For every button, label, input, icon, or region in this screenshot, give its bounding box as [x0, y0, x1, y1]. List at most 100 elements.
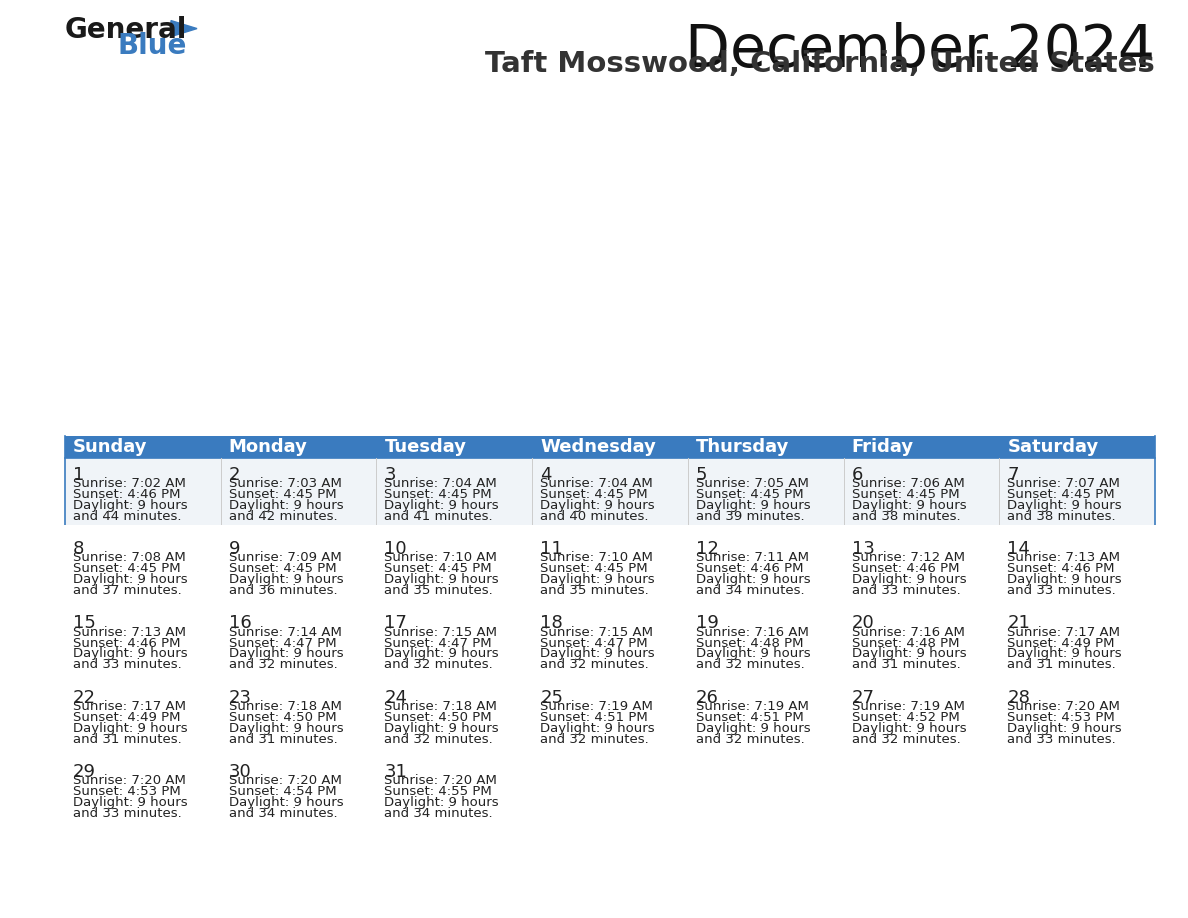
Text: and 31 minutes.: and 31 minutes.: [72, 733, 182, 745]
Text: Tuesday: Tuesday: [385, 438, 467, 456]
Text: Sunrise: 7:08 AM: Sunrise: 7:08 AM: [72, 552, 185, 565]
Text: and 32 minutes.: and 32 minutes.: [541, 733, 649, 745]
Text: Daylight: 9 hours: Daylight: 9 hours: [696, 722, 810, 734]
Text: Sunrise: 7:19 AM: Sunrise: 7:19 AM: [852, 700, 965, 713]
Text: Daylight: 9 hours: Daylight: 9 hours: [541, 722, 655, 734]
Text: and 33 minutes.: and 33 minutes.: [72, 658, 182, 671]
Text: Daylight: 9 hours: Daylight: 9 hours: [72, 647, 188, 660]
Text: Daylight: 9 hours: Daylight: 9 hours: [852, 647, 966, 660]
Text: 18: 18: [541, 614, 563, 633]
Text: Sunset: 4:55 PM: Sunset: 4:55 PM: [385, 785, 492, 799]
Text: Friday: Friday: [852, 438, 914, 456]
Text: Sunrise: 7:07 AM: Sunrise: 7:07 AM: [1007, 477, 1120, 490]
Text: and 32 minutes.: and 32 minutes.: [229, 658, 337, 671]
Text: Daylight: 9 hours: Daylight: 9 hours: [541, 573, 655, 587]
Text: and 33 minutes.: and 33 minutes.: [72, 807, 182, 820]
Text: Sunset: 4:48 PM: Sunset: 4:48 PM: [696, 636, 803, 650]
Text: 16: 16: [229, 614, 252, 633]
Bar: [65, 607, 1155, 680]
Text: Sunrise: 7:15 AM: Sunrise: 7:15 AM: [385, 626, 498, 639]
Text: 19: 19: [696, 614, 719, 633]
Text: Sunday: Sunday: [72, 438, 147, 456]
Text: Taft Mosswood, California, United States: Taft Mosswood, California, United States: [485, 50, 1155, 78]
Text: Sunset: 4:53 PM: Sunset: 4:53 PM: [72, 785, 181, 799]
Text: Sunrise: 7:09 AM: Sunrise: 7:09 AM: [229, 552, 341, 565]
Text: 30: 30: [229, 763, 252, 781]
Text: 29: 29: [72, 763, 96, 781]
Text: Monday: Monday: [229, 438, 308, 456]
Text: and 41 minutes.: and 41 minutes.: [385, 509, 493, 522]
Text: Sunrise: 7:04 AM: Sunrise: 7:04 AM: [385, 477, 498, 490]
Text: Daylight: 9 hours: Daylight: 9 hours: [385, 796, 499, 809]
Text: Daylight: 9 hours: Daylight: 9 hours: [1007, 722, 1121, 734]
Text: Sunrise: 7:20 AM: Sunrise: 7:20 AM: [1007, 700, 1120, 713]
Text: 6: 6: [852, 465, 862, 484]
Text: Sunrise: 7:13 AM: Sunrise: 7:13 AM: [72, 626, 187, 639]
Text: Sunrise: 7:16 AM: Sunrise: 7:16 AM: [852, 626, 965, 639]
Text: 9: 9: [229, 540, 240, 558]
Text: Daylight: 9 hours: Daylight: 9 hours: [1007, 573, 1121, 587]
Text: Sunrise: 7:17 AM: Sunrise: 7:17 AM: [1007, 626, 1120, 639]
Text: Sunset: 4:45 PM: Sunset: 4:45 PM: [852, 488, 959, 501]
Polygon shape: [171, 20, 197, 37]
Text: Sunrise: 7:17 AM: Sunrise: 7:17 AM: [72, 700, 187, 713]
Text: and 33 minutes.: and 33 minutes.: [852, 584, 960, 597]
Text: 1: 1: [72, 465, 84, 484]
Text: Sunrise: 7:19 AM: Sunrise: 7:19 AM: [541, 700, 653, 713]
Text: Sunrise: 7:15 AM: Sunrise: 7:15 AM: [541, 626, 653, 639]
Text: Daylight: 9 hours: Daylight: 9 hours: [72, 498, 188, 512]
Text: Daylight: 9 hours: Daylight: 9 hours: [696, 498, 810, 512]
Text: 21: 21: [1007, 614, 1030, 633]
Text: Thursday: Thursday: [696, 438, 789, 456]
Text: 28: 28: [1007, 688, 1030, 707]
Text: Sunset: 4:45 PM: Sunset: 4:45 PM: [229, 488, 336, 501]
Text: Sunrise: 7:20 AM: Sunrise: 7:20 AM: [385, 775, 498, 788]
Text: Daylight: 9 hours: Daylight: 9 hours: [541, 498, 655, 512]
Text: Sunrise: 7:12 AM: Sunrise: 7:12 AM: [852, 552, 965, 565]
Text: 23: 23: [229, 688, 252, 707]
Text: Daylight: 9 hours: Daylight: 9 hours: [385, 647, 499, 660]
Text: Daylight: 9 hours: Daylight: 9 hours: [229, 498, 343, 512]
Text: Sunset: 4:49 PM: Sunset: 4:49 PM: [72, 711, 181, 724]
Text: and 38 minutes.: and 38 minutes.: [1007, 509, 1116, 522]
Text: 2: 2: [229, 465, 240, 484]
Text: Sunrise: 7:18 AM: Sunrise: 7:18 AM: [385, 700, 498, 713]
Text: and 32 minutes.: and 32 minutes.: [696, 658, 804, 671]
Text: Sunrise: 7:10 AM: Sunrise: 7:10 AM: [385, 552, 498, 565]
Text: Sunrise: 7:13 AM: Sunrise: 7:13 AM: [1007, 552, 1120, 565]
Text: and 35 minutes.: and 35 minutes.: [385, 584, 493, 597]
Text: and 35 minutes.: and 35 minutes.: [541, 584, 649, 597]
Text: Sunset: 4:49 PM: Sunset: 4:49 PM: [1007, 636, 1114, 650]
Text: Daylight: 9 hours: Daylight: 9 hours: [72, 573, 188, 587]
Text: Sunset: 4:47 PM: Sunset: 4:47 PM: [229, 636, 336, 650]
Text: and 31 minutes.: and 31 minutes.: [852, 658, 960, 671]
Text: Sunset: 4:45 PM: Sunset: 4:45 PM: [541, 488, 647, 501]
Text: Sunrise: 7:05 AM: Sunrise: 7:05 AM: [696, 477, 809, 490]
Text: and 40 minutes.: and 40 minutes.: [541, 509, 649, 522]
Text: and 33 minutes.: and 33 minutes.: [1007, 584, 1116, 597]
Text: 27: 27: [852, 688, 874, 707]
Text: and 32 minutes.: and 32 minutes.: [385, 733, 493, 745]
Text: Daylight: 9 hours: Daylight: 9 hours: [385, 722, 499, 734]
Text: Daylight: 9 hours: Daylight: 9 hours: [72, 722, 188, 734]
Text: 4: 4: [541, 465, 551, 484]
Text: Sunrise: 7:11 AM: Sunrise: 7:11 AM: [696, 552, 809, 565]
Text: Daylight: 9 hours: Daylight: 9 hours: [696, 573, 810, 587]
Text: and 31 minutes.: and 31 minutes.: [229, 733, 337, 745]
Text: Sunrise: 7:04 AM: Sunrise: 7:04 AM: [541, 477, 653, 490]
Text: Sunset: 4:47 PM: Sunset: 4:47 PM: [385, 636, 492, 650]
Text: Sunset: 4:45 PM: Sunset: 4:45 PM: [385, 488, 492, 501]
Text: Blue: Blue: [116, 32, 187, 60]
Text: and 42 minutes.: and 42 minutes.: [229, 509, 337, 522]
Text: 15: 15: [72, 614, 96, 633]
Text: 3: 3: [385, 465, 396, 484]
Text: 11: 11: [541, 540, 563, 558]
Text: Sunset: 4:46 PM: Sunset: 4:46 PM: [72, 636, 181, 650]
Text: Sunset: 4:51 PM: Sunset: 4:51 PM: [696, 711, 803, 724]
Text: Daylight: 9 hours: Daylight: 9 hours: [229, 722, 343, 734]
Text: Daylight: 9 hours: Daylight: 9 hours: [852, 573, 966, 587]
Text: Daylight: 9 hours: Daylight: 9 hours: [229, 647, 343, 660]
Text: Sunrise: 7:16 AM: Sunrise: 7:16 AM: [696, 626, 809, 639]
Text: 10: 10: [385, 540, 407, 558]
Text: Sunset: 4:45 PM: Sunset: 4:45 PM: [72, 563, 181, 576]
